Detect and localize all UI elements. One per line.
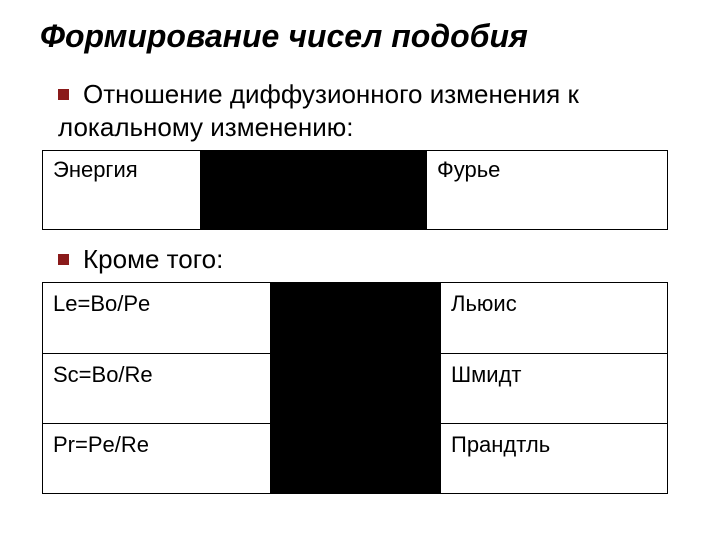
- table2-r2-c1: Pr=Pe/Re: [43, 424, 271, 493]
- table2-r1-c3: Шмидт: [441, 354, 667, 423]
- slide-subtitle: Отношение диффузионного изменения к лока…: [58, 78, 678, 143]
- slide-title: Формирование чисел подобия: [40, 18, 528, 55]
- table1-col2-blackbox: [201, 151, 427, 229]
- table2-r1-c2-blackbox: [271, 354, 441, 423]
- bullet-icon: [58, 89, 69, 100]
- table2-row: Sc=Bo/Re Шмидт: [43, 353, 667, 423]
- subtitle-text: Отношение диффузионного изменения к лока…: [58, 79, 579, 142]
- slide-subtitle-2: Кроме того:: [58, 244, 223, 275]
- table-2: Le=Bo/Pe Льюис Sc=Bo/Re Шмидт Pr=Pe/Re П…: [42, 282, 668, 494]
- table2-r1-c1: Sc=Bo/Re: [43, 354, 271, 423]
- slide: Формирование чисел подобия Отношение диф…: [0, 0, 720, 540]
- table2-r2-c3: Прандтль: [441, 424, 667, 493]
- subtitle2-text: Кроме того:: [83, 244, 223, 274]
- table2-row: Pr=Pe/Re Прандтль: [43, 423, 667, 493]
- table-1: Энергия Фурье: [42, 150, 668, 230]
- table2-r2-c2-blackbox: [271, 424, 441, 493]
- table1-col1: Энергия: [43, 151, 201, 229]
- bullet-icon: [58, 254, 69, 265]
- table2-row: Le=Bo/Pe Льюис: [43, 283, 667, 353]
- table2-r0-c2-blackbox: [271, 283, 441, 353]
- table2-r0-c1: Le=Bo/Pe: [43, 283, 271, 353]
- table2-r0-c3: Льюис: [441, 283, 667, 353]
- table1-col3: Фурье: [427, 151, 667, 229]
